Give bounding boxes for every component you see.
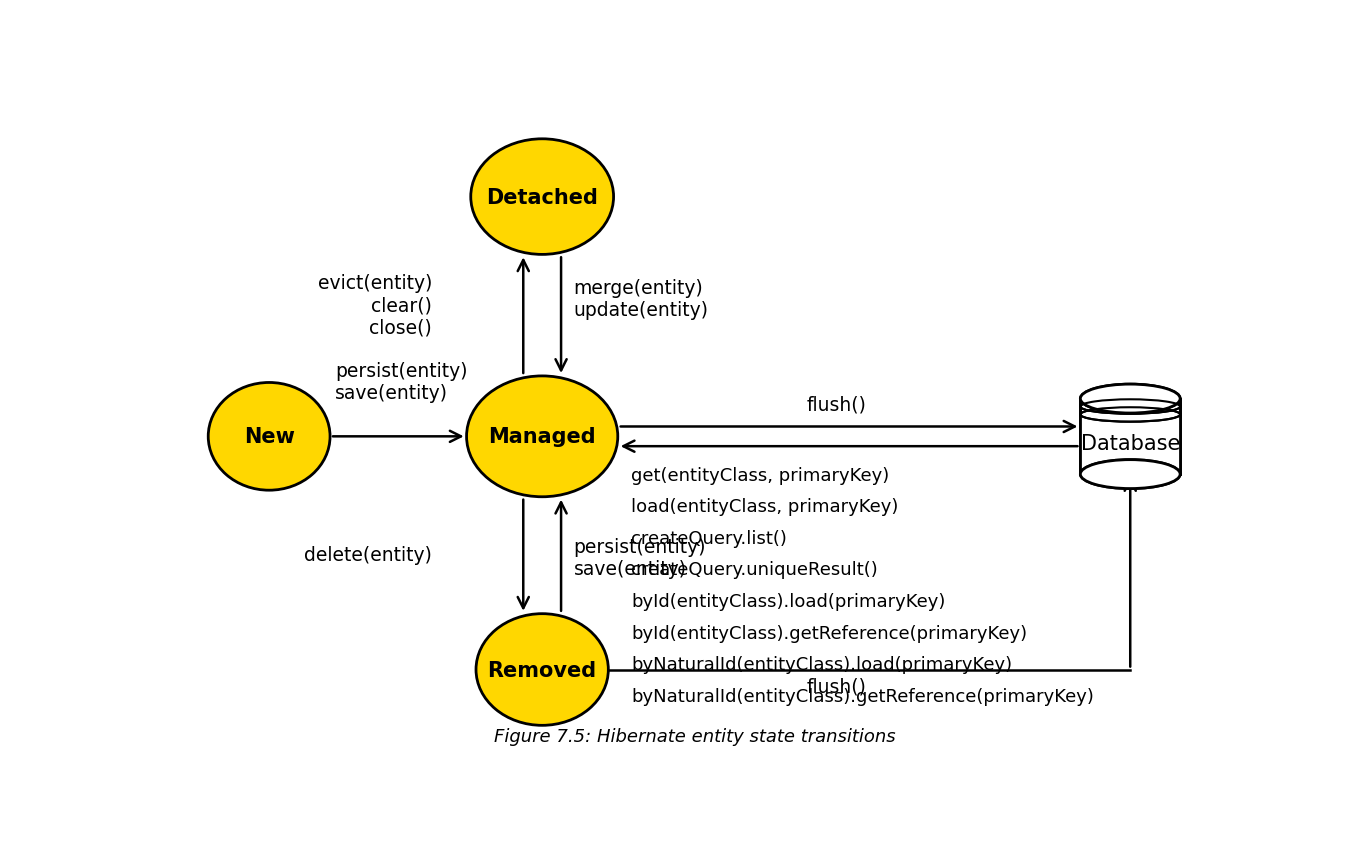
Text: byId(entityClass).getReference(primaryKey): byId(entityClass).getReference(primaryKe…: [631, 624, 1027, 642]
Text: New: New: [244, 427, 294, 446]
Ellipse shape: [470, 140, 614, 255]
Bar: [1080, 399, 1180, 475]
Ellipse shape: [1080, 384, 1180, 413]
Text: merge(entity)
update(entity): merge(entity) update(entity): [573, 279, 709, 320]
Text: Database: Database: [1080, 434, 1180, 453]
Ellipse shape: [209, 383, 331, 491]
Ellipse shape: [1080, 460, 1180, 489]
Text: load(entityClass, primaryKey): load(entityClass, primaryKey): [631, 498, 898, 515]
Text: persist(entity)
save(entity): persist(entity) save(entity): [573, 538, 706, 579]
Text: flush(): flush(): [806, 677, 866, 696]
Text: byNaturalId(entityClass).load(primaryKey): byNaturalId(entityClass).load(primaryKey…: [631, 655, 1012, 673]
Text: Managed: Managed: [488, 427, 596, 446]
Text: persist(entity)
save(entity): persist(entity) save(entity): [335, 362, 467, 403]
Text: byId(entityClass).load(primaryKey): byId(entityClass).load(primaryKey): [631, 592, 946, 610]
Text: get(entityClass, primaryKey): get(entityClass, primaryKey): [631, 466, 890, 484]
Text: delete(entity): delete(entity): [304, 545, 432, 564]
Text: byNaturalId(entityClass).getReference(primaryKey): byNaturalId(entityClass).getReference(pr…: [631, 687, 1095, 705]
Ellipse shape: [1080, 384, 1180, 413]
Text: evict(entity)
clear()
close(): evict(entity) clear() close(): [317, 274, 432, 337]
Text: Detached: Detached: [486, 187, 598, 207]
Text: Figure 7.5: Hibernate entity state transitions: Figure 7.5: Hibernate entity state trans…: [493, 727, 896, 746]
Text: Removed: Removed: [488, 659, 596, 680]
Text: flush(): flush(): [806, 394, 866, 414]
Bar: [1080, 413, 1180, 475]
Text: createQuery.uniqueResult(): createQuery.uniqueResult(): [631, 561, 878, 579]
Ellipse shape: [476, 614, 608, 726]
Text: createQuery.list(): createQuery.list(): [631, 529, 787, 547]
Ellipse shape: [466, 377, 618, 498]
Ellipse shape: [1080, 460, 1180, 489]
